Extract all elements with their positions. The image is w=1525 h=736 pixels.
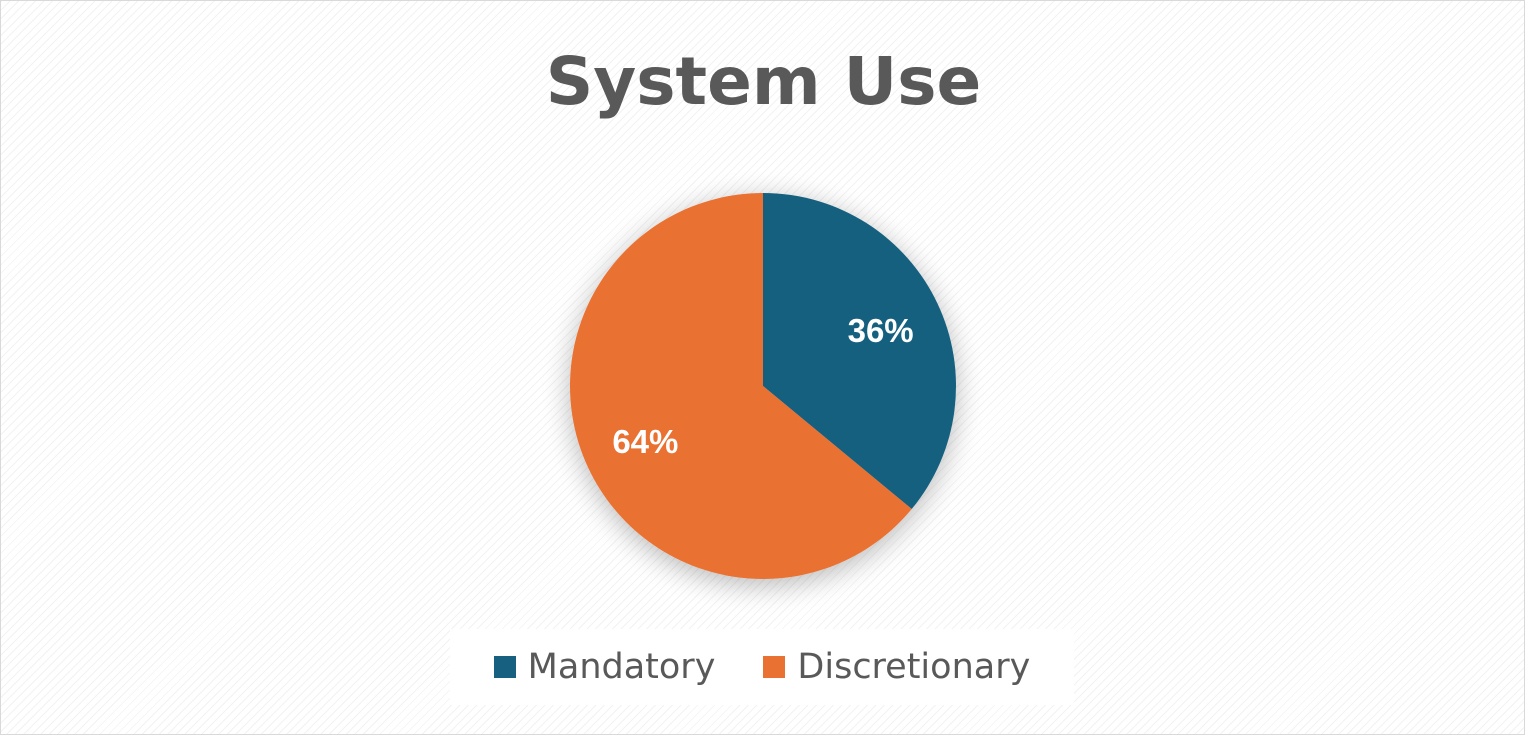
legend: Mandatory Discretionary <box>450 629 1074 705</box>
pie-slice-mandatory <box>763 193 956 510</box>
data-label-discretionary: 64% <box>612 423 678 460</box>
legend-item-discretionary: Discretionary <box>763 647 1030 687</box>
legend-label-mandatory: Mandatory <box>527 647 716 687</box>
legend-swatch-mandatory <box>493 656 516 678</box>
data-label-mandatory: 36% <box>848 312 914 349</box>
legend-label-discretionary: Discretionary <box>797 647 1031 687</box>
chart-title: System Use <box>545 43 982 120</box>
legend-item-mandatory: Mandatory <box>493 647 716 687</box>
legend-swatch-discretionary <box>763 656 786 678</box>
pie-slice-discretionary <box>569 193 912 580</box>
